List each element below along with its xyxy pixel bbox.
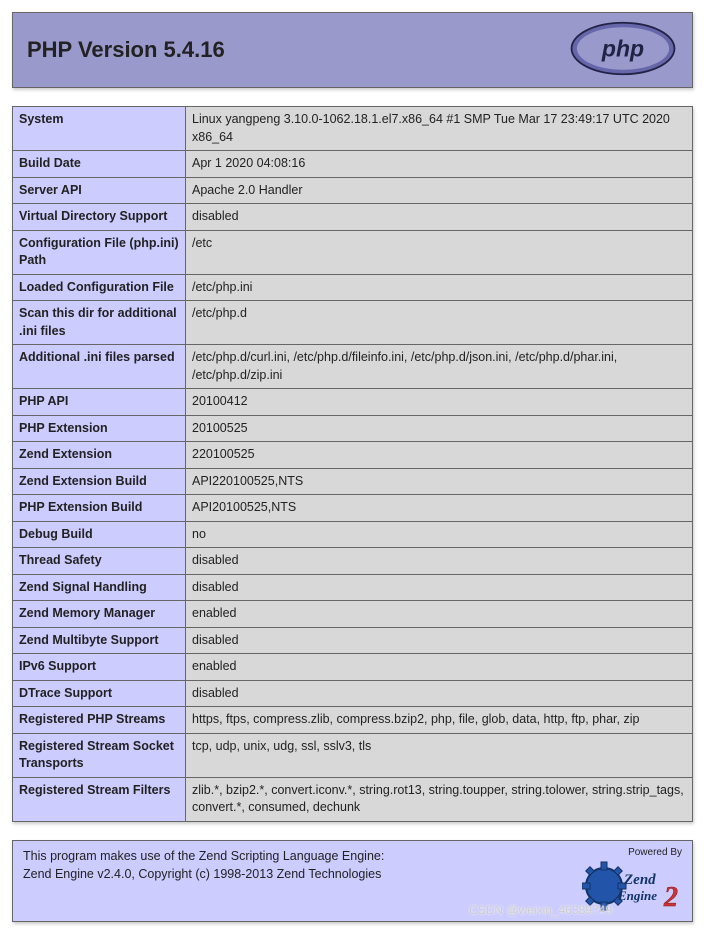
table-row: Zend Signal Handlingdisabled bbox=[13, 574, 693, 601]
info-key: Zend Multibyte Support bbox=[13, 627, 186, 654]
zend-footer: This program makes use of the Zend Scrip… bbox=[12, 840, 693, 922]
info-value: /etc/php.d/curl.ini, /etc/php.d/fileinfo… bbox=[186, 345, 693, 389]
info-value: /etc/php.d bbox=[186, 301, 693, 345]
info-key: Zend Memory Manager bbox=[13, 601, 186, 628]
table-row: PHP Extension BuildAPI20100525,NTS bbox=[13, 495, 693, 522]
info-value: Apache 2.0 Handler bbox=[186, 177, 693, 204]
table-row: Loaded Configuration File/etc/php.ini bbox=[13, 274, 693, 301]
info-value: Linux yangpeng 3.10.0-1062.18.1.el7.x86_… bbox=[186, 107, 693, 151]
zend-credit-line2: Zend Engine v2.4.0, Copyright (c) 1998-2… bbox=[23, 867, 381, 881]
info-key: PHP API bbox=[13, 389, 186, 416]
info-value: API220100525,NTS bbox=[186, 468, 693, 495]
phpinfo-table: SystemLinux yangpeng 3.10.0-1062.18.1.el… bbox=[12, 106, 693, 822]
info-value: tcp, udp, unix, udg, ssl, sslv3, tls bbox=[186, 733, 693, 777]
svg-text:2: 2 bbox=[663, 882, 678, 912]
info-key: Configuration File (php.ini) Path bbox=[13, 230, 186, 274]
powered-by-label: Powered By bbox=[582, 847, 682, 858]
table-row: PHP API20100412 bbox=[13, 389, 693, 416]
info-value: enabled bbox=[186, 601, 693, 628]
svg-text:Zend: Zend bbox=[623, 872, 656, 888]
svg-text:php: php bbox=[601, 35, 644, 61]
info-key: Scan this dir for additional .ini files bbox=[13, 301, 186, 345]
info-key: Zend Extension Build bbox=[13, 468, 186, 495]
svg-text:Engine: Engine bbox=[617, 888, 657, 903]
info-value: Apr 1 2020 04:08:16 bbox=[186, 151, 693, 178]
info-key: PHP Extension Build bbox=[13, 495, 186, 522]
php-logo-icon: php bbox=[568, 21, 678, 79]
info-value: disabled bbox=[186, 574, 693, 601]
zend-credit-line1: This program makes use of the Zend Scrip… bbox=[23, 849, 384, 863]
table-row: SystemLinux yangpeng 3.10.0-1062.18.1.el… bbox=[13, 107, 693, 151]
table-row: Build DateApr 1 2020 04:08:16 bbox=[13, 151, 693, 178]
info-key: Debug Build bbox=[13, 521, 186, 548]
info-key: Registered PHP Streams bbox=[13, 707, 186, 734]
phpinfo-header: PHP Version 5.4.16 php bbox=[12, 12, 693, 88]
zend-logo-box: Powered By Zend Engine 2 bbox=[582, 847, 682, 915]
info-key: Thread Safety bbox=[13, 548, 186, 575]
info-value: 220100525 bbox=[186, 442, 693, 469]
info-key: PHP Extension bbox=[13, 415, 186, 442]
table-row: Additional .ini files parsed/etc/php.d/c… bbox=[13, 345, 693, 389]
table-row: Registered Stream Socket Transportstcp, … bbox=[13, 733, 693, 777]
info-value: zlib.*, bzip2.*, convert.iconv.*, string… bbox=[186, 777, 693, 821]
info-value: enabled bbox=[186, 654, 693, 681]
table-row: DTrace Supportdisabled bbox=[13, 680, 693, 707]
info-key: Build Date bbox=[13, 151, 186, 178]
zend-credit-text: This program makes use of the Zend Scrip… bbox=[23, 847, 384, 883]
table-row: Virtual Directory Supportdisabled bbox=[13, 204, 693, 231]
table-row: Registered PHP Streamshttps, ftps, compr… bbox=[13, 707, 693, 734]
table-row: Zend Extension BuildAPI220100525,NTS bbox=[13, 468, 693, 495]
table-row: Zend Multibyte Supportdisabled bbox=[13, 627, 693, 654]
info-key: Zend Extension bbox=[13, 442, 186, 469]
table-row: Registered Stream Filterszlib.*, bzip2.*… bbox=[13, 777, 693, 821]
info-value: https, ftps, compress.zlib, compress.bzi… bbox=[186, 707, 693, 734]
table-row: PHP Extension20100525 bbox=[13, 415, 693, 442]
table-row: Debug Buildno bbox=[13, 521, 693, 548]
info-value: /etc/php.ini bbox=[186, 274, 693, 301]
table-row: Server APIApache 2.0 Handler bbox=[13, 177, 693, 204]
table-row: Zend Extension220100525 bbox=[13, 442, 693, 469]
page-title: PHP Version 5.4.16 bbox=[27, 37, 225, 63]
table-row: IPv6 Supportenabled bbox=[13, 654, 693, 681]
info-value: API20100525,NTS bbox=[186, 495, 693, 522]
info-value: disabled bbox=[186, 204, 693, 231]
table-row: Zend Memory Managerenabled bbox=[13, 601, 693, 628]
info-key: Virtual Directory Support bbox=[13, 204, 186, 231]
info-value: /etc bbox=[186, 230, 693, 274]
info-key: Server API bbox=[13, 177, 186, 204]
info-value: no bbox=[186, 521, 693, 548]
table-row: Scan this dir for additional .ini files/… bbox=[13, 301, 693, 345]
phpinfo-main-table-panel: SystemLinux yangpeng 3.10.0-1062.18.1.el… bbox=[12, 106, 693, 822]
info-key: Registered Stream Socket Transports bbox=[13, 733, 186, 777]
table-row: Thread Safetydisabled bbox=[13, 548, 693, 575]
zend-engine-logo-icon: Zend Engine 2 bbox=[582, 860, 682, 915]
info-key: Registered Stream Filters bbox=[13, 777, 186, 821]
info-value: disabled bbox=[186, 548, 693, 575]
info-key: Zend Signal Handling bbox=[13, 574, 186, 601]
info-key: System bbox=[13, 107, 186, 151]
info-key: Loaded Configuration File bbox=[13, 274, 186, 301]
info-key: Additional .ini files parsed bbox=[13, 345, 186, 389]
info-value: disabled bbox=[186, 627, 693, 654]
info-key: IPv6 Support bbox=[13, 654, 186, 681]
info-key: DTrace Support bbox=[13, 680, 186, 707]
info-value: disabled bbox=[186, 680, 693, 707]
info-value: 20100412 bbox=[186, 389, 693, 416]
table-row: Configuration File (php.ini) Path/etc bbox=[13, 230, 693, 274]
info-value: 20100525 bbox=[186, 415, 693, 442]
